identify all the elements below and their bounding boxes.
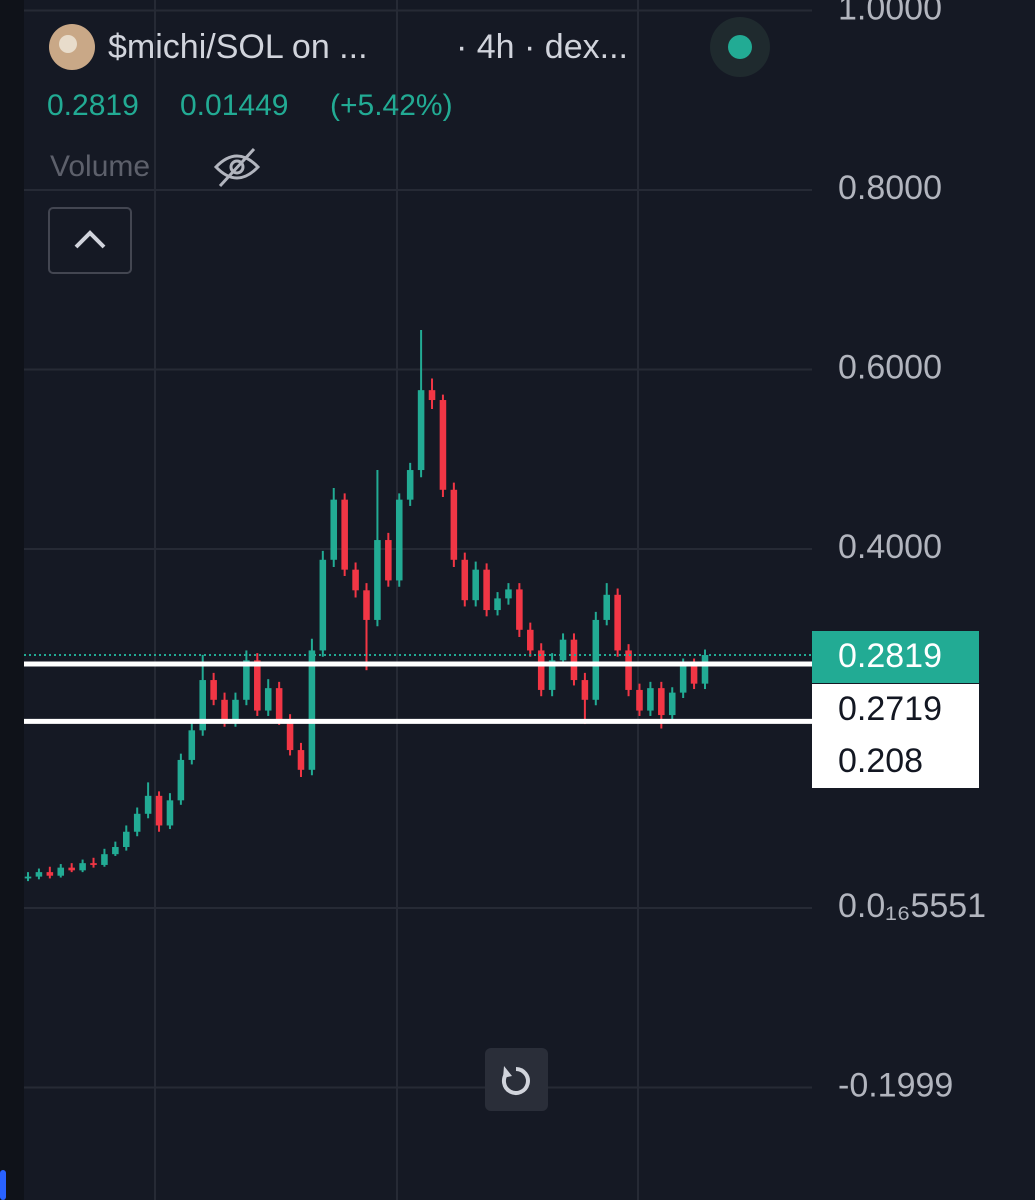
candle-body [614, 594, 621, 651]
candle-body [35, 872, 43, 877]
status-dot [728, 35, 752, 59]
last-price-box [812, 631, 979, 683]
overlay: 1.0000 0.8000 0.6000 0.4000 0.0₁₆5551 -0.1999… [24, 0, 986, 1104]
candle-body [166, 800, 174, 826]
candle-body [46, 872, 54, 876]
y-tick-label: 0.4000 [838, 528, 942, 566]
candle-body [297, 750, 305, 770]
candle-body [188, 730, 196, 760]
candle-body [112, 847, 119, 855]
candle-body [494, 598, 501, 611]
candle-body [603, 594, 611, 620]
candle-body [417, 390, 425, 471]
line-price-box [812, 684, 979, 736]
candle-body [57, 867, 65, 876]
y-tick-label: 0.8000 [838, 169, 942, 207]
candle-body [155, 795, 163, 826]
candle-body [363, 590, 370, 620]
candle-body [505, 589, 512, 599]
grid [24, 9, 812, 1089]
candle-body [264, 688, 272, 711]
eye-pupil [229, 159, 245, 175]
eye-off-icon[interactable] [213, 147, 261, 188]
candle-body [636, 689, 643, 711]
candle-body [144, 795, 152, 814]
candle-body [428, 390, 436, 401]
line-price-label: 0.2719 [838, 690, 942, 728]
candle-body [647, 688, 654, 711]
candle-body [90, 863, 97, 865]
reset-arrow [503, 1066, 512, 1078]
candle-body [461, 559, 469, 601]
candle-body [352, 569, 359, 591]
line-price-label: 0.208 [838, 742, 923, 780]
chevron-up [74, 230, 106, 249]
candle-body [341, 499, 348, 570]
reset-icon [501, 1067, 530, 1095]
header-change-percent: (+5.42%) [330, 89, 453, 122]
candle-body [439, 400, 447, 490]
candle-body [232, 699, 239, 721]
candle-body [537, 650, 545, 690]
candle-body [199, 680, 206, 731]
candle-body [483, 569, 490, 611]
last-price-label: 0.2819 [838, 637, 942, 675]
line-price-box [812, 736, 979, 788]
candle-body [24, 876, 32, 879]
candle-body [592, 619, 600, 700]
candle-body [701, 655, 709, 684]
candle-body [122, 831, 130, 848]
interval-label[interactable]: · 4h · dex... [456, 28, 628, 66]
candle-body [254, 660, 261, 711]
candle-body [101, 854, 108, 865]
candle-body [570, 639, 578, 681]
candle-body [374, 540, 381, 620]
candle-body [286, 719, 294, 751]
y-tick-label: 0.0₁₆5551 [838, 887, 986, 925]
candle-body [559, 639, 567, 661]
y-tick-label: 0.6000 [838, 348, 942, 386]
candle-body [658, 688, 665, 716]
pair-title[interactable]: $michi/SOL on ... [108, 28, 368, 66]
candle-body [690, 664, 698, 684]
candle-body [581, 680, 589, 700]
volume-label: Volume [50, 150, 150, 183]
candle-body [516, 589, 523, 630]
pair-avatar-detail [59, 35, 77, 53]
candle-body [210, 680, 217, 700]
candle-body [450, 489, 458, 560]
candle-body [308, 650, 316, 770]
eye-strike [218, 147, 256, 188]
candle-body [472, 569, 479, 601]
y-tick-label: -0.1999 [838, 1066, 953, 1104]
collapse-button[interactable] [48, 207, 132, 274]
candle-body [177, 759, 185, 801]
reset-button[interactable] [485, 1048, 548, 1111]
candle-body [625, 650, 632, 690]
header-price: 0.2819 [47, 89, 139, 122]
candle-body [406, 470, 414, 500]
candle-body [385, 540, 392, 581]
candle-body [319, 559, 327, 651]
candle-body [548, 660, 556, 690]
y-tick-label: 1.0000 [838, 0, 942, 27]
candle-body [243, 660, 250, 700]
edge-marker [0, 1170, 6, 1200]
left-edge [0, 0, 24, 1200]
candle-body [679, 664, 687, 693]
candle-body [330, 499, 338, 560]
header-change: 0.01449 [180, 89, 288, 122]
candle-body [68, 867, 75, 871]
candle-body [527, 629, 534, 651]
candle-body [133, 813, 141, 832]
candle-body [668, 692, 676, 716]
candle-body [275, 688, 283, 720]
candle-body [395, 499, 403, 581]
candle-body [79, 863, 86, 871]
candle-body [221, 699, 228, 721]
